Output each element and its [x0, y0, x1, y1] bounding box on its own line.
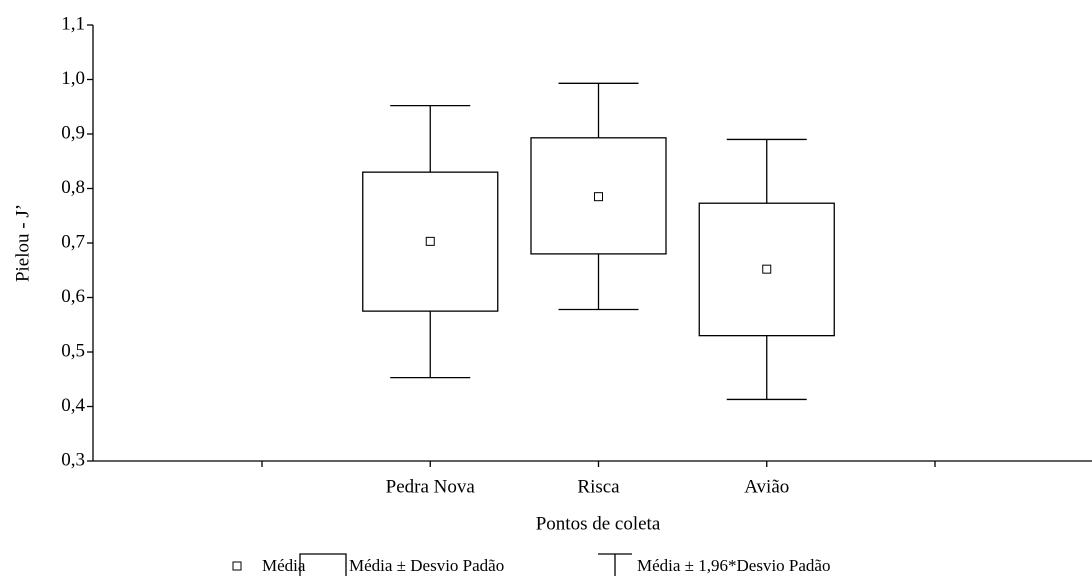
x-tick-label: Avião [744, 476, 789, 497]
mean-marker [594, 192, 603, 202]
y-tick-label: 0,4 [61, 395, 85, 416]
y-tick-label: 0,5 [61, 340, 85, 361]
y-tick-label: 1,1 [61, 13, 85, 34]
legend-mean-icon [232, 561, 242, 571]
y-tick-label: 0,3 [61, 449, 85, 470]
y-tick-label: 1,0 [61, 68, 85, 89]
legend-whisker-icon [598, 553, 632, 576]
mean-marker [762, 264, 772, 274]
y-tick-label: 0,8 [61, 177, 85, 198]
x-axis-label: Pontos de coleta [536, 513, 661, 534]
box [698, 202, 835, 337]
legend-label: Média ± Desvio Padão [349, 556, 504, 575]
box [530, 137, 667, 255]
legend-label: Média [262, 556, 306, 575]
y-axis-label: Pielou - J’ [12, 204, 33, 282]
mean-marker [425, 236, 435, 246]
x-tick-label: Pedra Nova [386, 476, 476, 497]
y-tick-label: 0,6 [61, 286, 85, 307]
legend-label: Média ± 1,96*Desvio Padão [637, 556, 830, 575]
box [362, 171, 499, 312]
y-tick-label: 0,9 [61, 122, 85, 143]
y-tick-label: 0,7 [61, 231, 85, 252]
x-tick-label: Risca [577, 476, 620, 497]
legend-box-icon [299, 553, 347, 576]
